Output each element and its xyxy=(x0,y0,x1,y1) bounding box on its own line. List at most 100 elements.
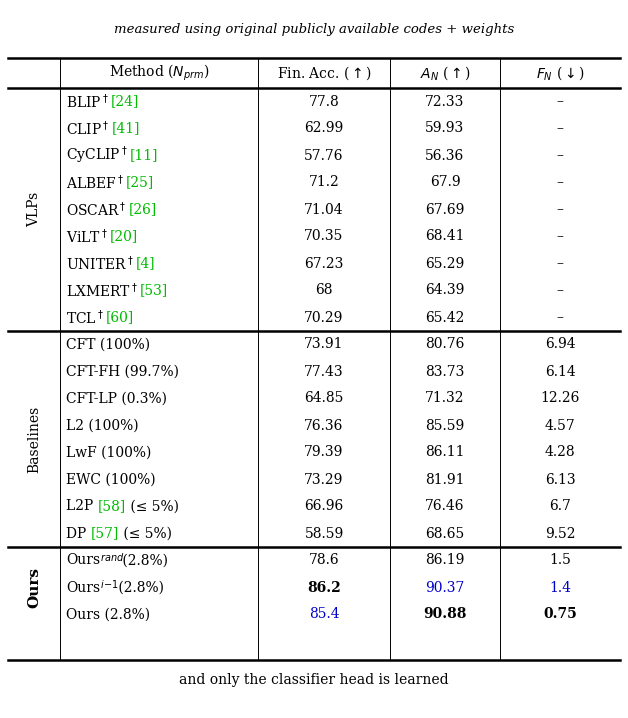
Text: $^{i\!-\!1}$: $^{i\!-\!1}$ xyxy=(100,580,119,595)
Text: 71.04: 71.04 xyxy=(304,202,344,217)
Text: –: – xyxy=(556,256,563,271)
Text: [11]: [11] xyxy=(130,149,158,162)
Text: CyCLIP$^\dagger$: CyCLIP$^\dagger$ xyxy=(66,145,127,167)
Text: Ours: Ours xyxy=(66,580,100,595)
Text: –: – xyxy=(556,284,563,297)
Text: 76.36: 76.36 xyxy=(305,419,344,432)
Text: 90.37: 90.37 xyxy=(425,580,465,595)
Text: 64.85: 64.85 xyxy=(305,391,344,406)
Text: 6.94: 6.94 xyxy=(544,337,575,352)
Text: 64.39: 64.39 xyxy=(425,284,465,297)
Text: 85.4: 85.4 xyxy=(309,607,339,622)
Text: Baselines: Baselines xyxy=(27,406,41,472)
Text: [24]: [24] xyxy=(111,95,139,108)
Text: 67.9: 67.9 xyxy=(430,175,460,190)
Text: –: – xyxy=(556,230,563,243)
Text: 0.75: 0.75 xyxy=(543,607,577,622)
Text: 65.29: 65.29 xyxy=(425,256,465,271)
Text: 1.5: 1.5 xyxy=(549,554,571,567)
Text: [60]: [60] xyxy=(106,310,134,325)
Text: CFT (100%): CFT (100%) xyxy=(66,337,150,352)
Text: 76.46: 76.46 xyxy=(425,500,465,513)
Text: 77.8: 77.8 xyxy=(308,95,339,108)
Text: OSCAR$^\dagger$: OSCAR$^\dagger$ xyxy=(66,200,127,219)
Text: [20]: [20] xyxy=(110,230,138,243)
Text: 65.42: 65.42 xyxy=(425,310,465,325)
Text: 4.28: 4.28 xyxy=(544,445,575,460)
Text: Ours: Ours xyxy=(27,567,41,608)
Text: UNITER$^\dagger$: UNITER$^\dagger$ xyxy=(66,254,134,273)
Text: $A_N$ ($\uparrow$): $A_N$ ($\uparrow$) xyxy=(420,64,470,82)
Text: LXMERT$^\dagger$: LXMERT$^\dagger$ xyxy=(66,281,138,300)
Text: L2 (100%): L2 (100%) xyxy=(66,419,139,432)
Text: 1.4: 1.4 xyxy=(549,580,571,595)
Text: [53]: [53] xyxy=(140,284,168,297)
Text: ALBEF$^\dagger$: ALBEF$^\dagger$ xyxy=(66,173,124,192)
Text: 6.7: 6.7 xyxy=(549,500,571,513)
Text: 73.29: 73.29 xyxy=(305,472,344,487)
Text: 68: 68 xyxy=(315,284,333,297)
Text: [41]: [41] xyxy=(111,121,140,136)
Text: and only the classifier head is learned: and only the classifier head is learned xyxy=(179,673,449,687)
Text: L2P: L2P xyxy=(66,500,97,513)
Text: 80.76: 80.76 xyxy=(425,337,465,352)
Text: CFT-LP (0.3%): CFT-LP (0.3%) xyxy=(66,391,167,406)
Text: 71.2: 71.2 xyxy=(308,175,339,190)
Text: [57]: [57] xyxy=(90,526,119,541)
Text: –: – xyxy=(556,310,563,325)
Text: [58]: [58] xyxy=(97,500,126,513)
Text: 85.59: 85.59 xyxy=(425,419,465,432)
Text: –: – xyxy=(556,175,563,190)
Text: 66.96: 66.96 xyxy=(305,500,344,513)
Text: (≤ 5%): (≤ 5%) xyxy=(126,500,179,513)
Text: –: – xyxy=(556,202,563,217)
Text: [26]: [26] xyxy=(129,202,157,217)
Text: 57.76: 57.76 xyxy=(304,149,344,162)
Text: VLPs: VLPs xyxy=(27,192,41,227)
Text: 73.91: 73.91 xyxy=(304,337,344,352)
Text: 58.59: 58.59 xyxy=(305,526,344,541)
Text: 79.39: 79.39 xyxy=(305,445,344,460)
Text: 71.32: 71.32 xyxy=(425,391,465,406)
Text: $^{rand}$: $^{rand}$ xyxy=(100,554,124,567)
Text: 70.29: 70.29 xyxy=(305,310,344,325)
Text: Ours (2.8%): Ours (2.8%) xyxy=(66,607,150,622)
Text: 62.99: 62.99 xyxy=(305,121,344,136)
Text: Fin. Acc. ($\uparrow$): Fin. Acc. ($\uparrow$) xyxy=(276,64,371,82)
Text: 86.2: 86.2 xyxy=(307,580,341,595)
Text: LwF (100%): LwF (100%) xyxy=(66,445,151,460)
Text: 86.11: 86.11 xyxy=(425,445,465,460)
Text: $F_N$ ($\downarrow$): $F_N$ ($\downarrow$) xyxy=(536,64,585,82)
Text: 68.41: 68.41 xyxy=(425,230,465,243)
Text: 59.93: 59.93 xyxy=(425,121,465,136)
Text: CLIP$^\dagger$: CLIP$^\dagger$ xyxy=(66,119,109,138)
Text: 81.91: 81.91 xyxy=(425,472,465,487)
Text: 70.35: 70.35 xyxy=(305,230,344,243)
Text: Ours: Ours xyxy=(66,554,100,567)
Text: 78.6: 78.6 xyxy=(309,554,339,567)
Text: (2.8%): (2.8%) xyxy=(118,554,168,567)
Text: [4]: [4] xyxy=(136,256,155,271)
Text: (2.8%): (2.8%) xyxy=(114,580,164,595)
Text: 6.14: 6.14 xyxy=(544,365,575,378)
Text: 56.36: 56.36 xyxy=(425,149,465,162)
Text: 67.23: 67.23 xyxy=(305,256,344,271)
Text: 4.57: 4.57 xyxy=(544,419,575,432)
Text: [25]: [25] xyxy=(126,175,154,190)
Text: 83.73: 83.73 xyxy=(425,365,465,378)
Text: measured using original publicly available codes + weights: measured using original publicly availab… xyxy=(114,24,514,37)
Text: (≤ 5%): (≤ 5%) xyxy=(119,526,172,541)
Text: TCL$^\dagger$: TCL$^\dagger$ xyxy=(66,308,104,327)
Text: 12.26: 12.26 xyxy=(540,391,580,406)
Text: 67.69: 67.69 xyxy=(425,202,465,217)
Text: 77.43: 77.43 xyxy=(304,365,344,378)
Text: 68.65: 68.65 xyxy=(425,526,465,541)
Text: EWC (100%): EWC (100%) xyxy=(66,472,156,487)
Text: 72.33: 72.33 xyxy=(425,95,465,108)
Text: –: – xyxy=(556,149,563,162)
Text: 86.19: 86.19 xyxy=(425,554,465,567)
Text: ViLT$^\dagger$: ViLT$^\dagger$ xyxy=(66,227,108,246)
Text: 90.88: 90.88 xyxy=(423,607,467,622)
Text: 9.52: 9.52 xyxy=(544,526,575,541)
Text: 6.13: 6.13 xyxy=(544,472,575,487)
